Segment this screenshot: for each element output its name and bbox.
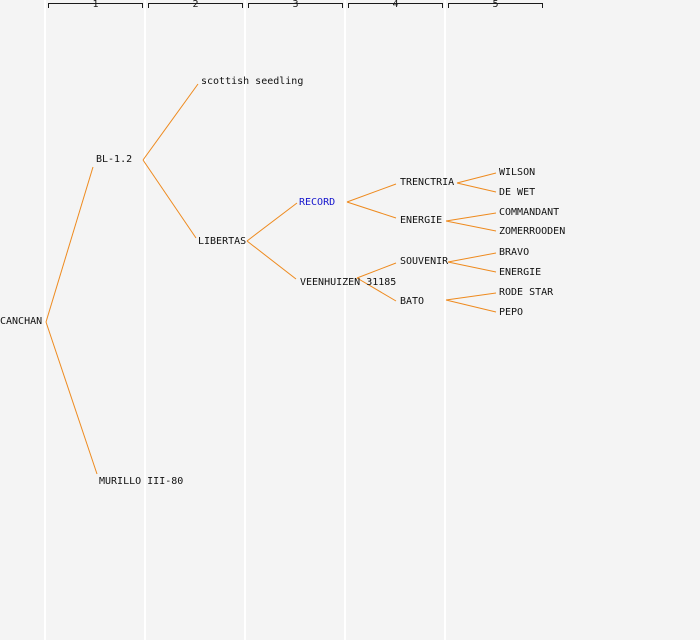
column-header-tick — [442, 3, 443, 8]
node-energie-2[interactable]: ENERGIE — [499, 267, 542, 278]
column-header-4: 4 — [348, 0, 443, 10]
node-rode-star[interactable]: RODE STAR — [499, 287, 554, 298]
node-de-wet[interactable]: DE WET — [499, 187, 536, 198]
pedigree-edge — [142, 83, 199, 161]
column-header-tick — [242, 3, 243, 8]
pedigree-edge — [445, 299, 497, 313]
column-header-label: 2 — [192, 0, 199, 10]
column-header-tick — [348, 3, 349, 8]
pedigree-edge — [246, 240, 297, 280]
node-record[interactable]: RECORD — [299, 197, 336, 208]
column-header-2: 2 — [148, 0, 243, 10]
column-header-tick — [542, 3, 543, 8]
pedigree-edge — [45, 166, 94, 323]
column-header-tick — [342, 3, 343, 8]
pedigree-edge — [447, 261, 497, 273]
column-separator — [344, 0, 346, 640]
pedigree-edge — [445, 212, 497, 222]
node-canchan[interactable]: CANCHAN — [0, 316, 43, 327]
column-header-bar — [148, 3, 243, 4]
column-header-tick — [142, 3, 143, 8]
pedigree-edge — [445, 220, 497, 232]
node-trenctria[interactable]: TRENCTRIA — [400, 177, 455, 188]
node-murillo-iii-80[interactable]: MURILLO III-80 — [99, 476, 184, 487]
column-header-bar — [248, 3, 343, 4]
column-header-tick — [48, 3, 49, 8]
pedigree-edge — [346, 201, 397, 219]
pedigree-edge — [356, 277, 397, 302]
pedigree-edge — [142, 159, 197, 239]
pedigree-edge — [456, 182, 497, 193]
node-veenhuizen-31185[interactable]: VEENHUIZEN 31185 — [300, 277, 397, 288]
column-header-5: 5 — [448, 0, 543, 10]
node-libertas[interactable]: LIBERTAS — [198, 236, 247, 247]
pedigree-edge — [45, 321, 98, 475]
node-pepo[interactable]: PEPO — [499, 307, 524, 318]
column-header-3: 3 — [248, 0, 343, 10]
column-header-label: 1 — [92, 0, 99, 10]
node-souvenir[interactable]: SOUVENIR — [400, 256, 449, 267]
node-commandant[interactable]: COMMANDANT — [499, 207, 560, 218]
node-energie-1[interactable]: ENERGIE — [400, 215, 443, 226]
node-bl-1-2[interactable]: BL-1.2 — [96, 154, 133, 165]
column-header-tick — [248, 3, 249, 8]
pedigree-edge — [447, 252, 497, 263]
column-header-bar — [348, 3, 443, 4]
pedigree-edge — [246, 202, 298, 242]
pedigree-edge — [346, 183, 397, 203]
node-zomerrooden[interactable]: ZOMERROODEN — [499, 226, 566, 237]
node-bato[interactable]: BATO — [400, 296, 425, 307]
node-scottish-seedling[interactable]: scottish seedling — [201, 76, 304, 87]
column-separator — [444, 0, 446, 640]
column-separator — [44, 0, 46, 640]
pedigree-edge — [445, 292, 497, 301]
column-separator — [144, 0, 146, 640]
column-header-label: 5 — [492, 0, 499, 10]
column-header-tick — [448, 3, 449, 8]
column-header-bar — [48, 3, 143, 4]
pedigree-edge — [356, 262, 397, 279]
column-header-1: 1 — [48, 0, 143, 10]
column-header-tick — [148, 3, 149, 8]
column-header-bar — [448, 3, 543, 4]
node-wilson[interactable]: WILSON — [499, 167, 536, 178]
column-separator — [244, 0, 246, 640]
column-header-label: 4 — [392, 0, 399, 10]
pedigree-edge — [456, 172, 497, 184]
node-bravo[interactable]: BRAVO — [499, 247, 530, 258]
column-header-label: 3 — [292, 0, 299, 10]
